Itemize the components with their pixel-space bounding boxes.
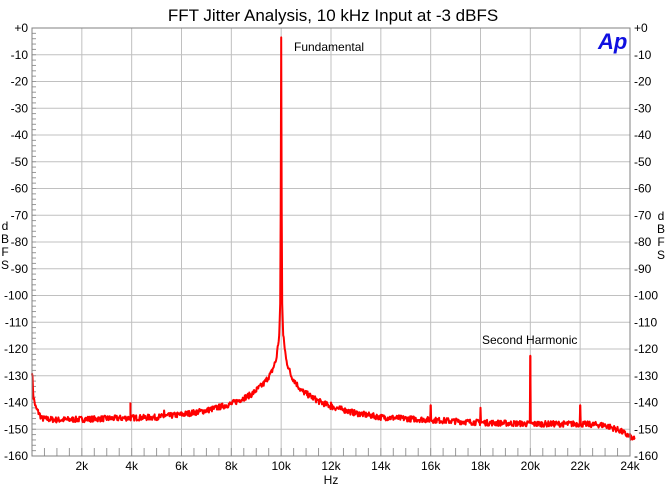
y-tick-label-right: -140 — [634, 396, 658, 410]
y-axis-label-letter-right: B — [657, 222, 665, 236]
x-tick-label: 6k — [175, 459, 189, 473]
annotation-fundamental: Fundamental — [294, 40, 364, 54]
y-tick-label-left: -130 — [4, 369, 28, 383]
x-tick-label: 22k — [570, 459, 590, 473]
x-tick-label: 18k — [471, 459, 491, 473]
x-tick-label: 12k — [321, 459, 341, 473]
y-tick-label-left: -50 — [11, 155, 29, 169]
chart-title: FFT Jitter Analysis, 10 kHz Input at -3 … — [168, 6, 498, 25]
x-tick-label: 24k — [620, 459, 640, 473]
y-tick-label-left: -30 — [11, 101, 29, 115]
ap-logo: Ap — [597, 29, 627, 54]
y-axis-label-letter: F — [1, 245, 8, 259]
y-tick-label-left: -80 — [11, 235, 29, 249]
y-tick-label-right: -30 — [634, 101, 652, 115]
y-tick-label-left: -20 — [11, 75, 29, 89]
x-tick-label: 16k — [421, 459, 441, 473]
y-axis-label-letter: B — [1, 232, 9, 246]
plot-frame — [31, 27, 631, 457]
y-tick-label-right: -130 — [634, 369, 658, 383]
x-tick-label: 2k — [75, 459, 89, 473]
y-tick-label-right: -110 — [634, 315, 657, 329]
annotation-second-harmonic: Second Harmonic — [482, 333, 577, 347]
y-tick-label-right: -40 — [634, 128, 652, 142]
y-tick-label-left: -160 — [4, 449, 28, 463]
y-tick-label-left: -110 — [5, 315, 28, 329]
x-tick-label: 14k — [371, 459, 391, 473]
y-tick-label-right: -60 — [634, 182, 652, 196]
y-axis-label-letter-right: d — [658, 209, 665, 223]
axis-ticks: +0 +0 -10 -10 -20 -20 -30 -30 -40 -40 -50 -50 -60 -60… — [4, 21, 658, 473]
y-tick-label-right: -90 — [634, 262, 652, 276]
y-tick-label-right: -120 — [634, 342, 658, 356]
grid — [32, 27, 631, 457]
x-tick-label: 8k — [225, 459, 239, 473]
y-tick-label-left: -40 — [11, 128, 29, 142]
x-axis-label: Hz — [324, 473, 339, 486]
y-tick-label-right: -80 — [634, 235, 652, 249]
x-tick-label: 4k — [125, 459, 139, 473]
y-tick-label-right: -20 — [634, 75, 652, 89]
y-tick-label-right: -50 — [634, 155, 652, 169]
y-tick-label-left: -100 — [4, 289, 28, 303]
y-tick-label-right: -150 — [634, 422, 658, 436]
y-axis-label-letter-right: S — [657, 248, 665, 262]
series-fft — [31, 36, 636, 441]
y-tick-label-right: -160 — [634, 449, 658, 463]
x-tick-label: 10k — [271, 459, 291, 473]
series-line-fft — [31, 36, 636, 441]
y-tick-label-right: -100 — [634, 289, 658, 303]
y-tick-label-left: -90 — [11, 262, 29, 276]
y-axis-label-letter: S — [1, 258, 9, 272]
y-tick-label-left: -140 — [4, 396, 28, 410]
y-tick-label-left: -120 — [4, 342, 28, 356]
y-tick-label-right: -70 — [634, 208, 652, 222]
y-tick-label-left: -70 — [11, 208, 29, 222]
y-axis-label-letter: d — [2, 219, 9, 233]
y-tick-label-right: -10 — [634, 48, 652, 62]
y-tick-label-left: -150 — [4, 422, 28, 436]
x-tick-label: 20k — [521, 459, 541, 473]
y-axis-label-letter-right: F — [657, 235, 664, 249]
y-tick-label-left: -60 — [11, 182, 29, 196]
y-tick-label-right: +0 — [634, 21, 648, 35]
y-tick-label-left: -10 — [11, 48, 29, 62]
y-tick-label-left: +0 — [14, 21, 28, 35]
